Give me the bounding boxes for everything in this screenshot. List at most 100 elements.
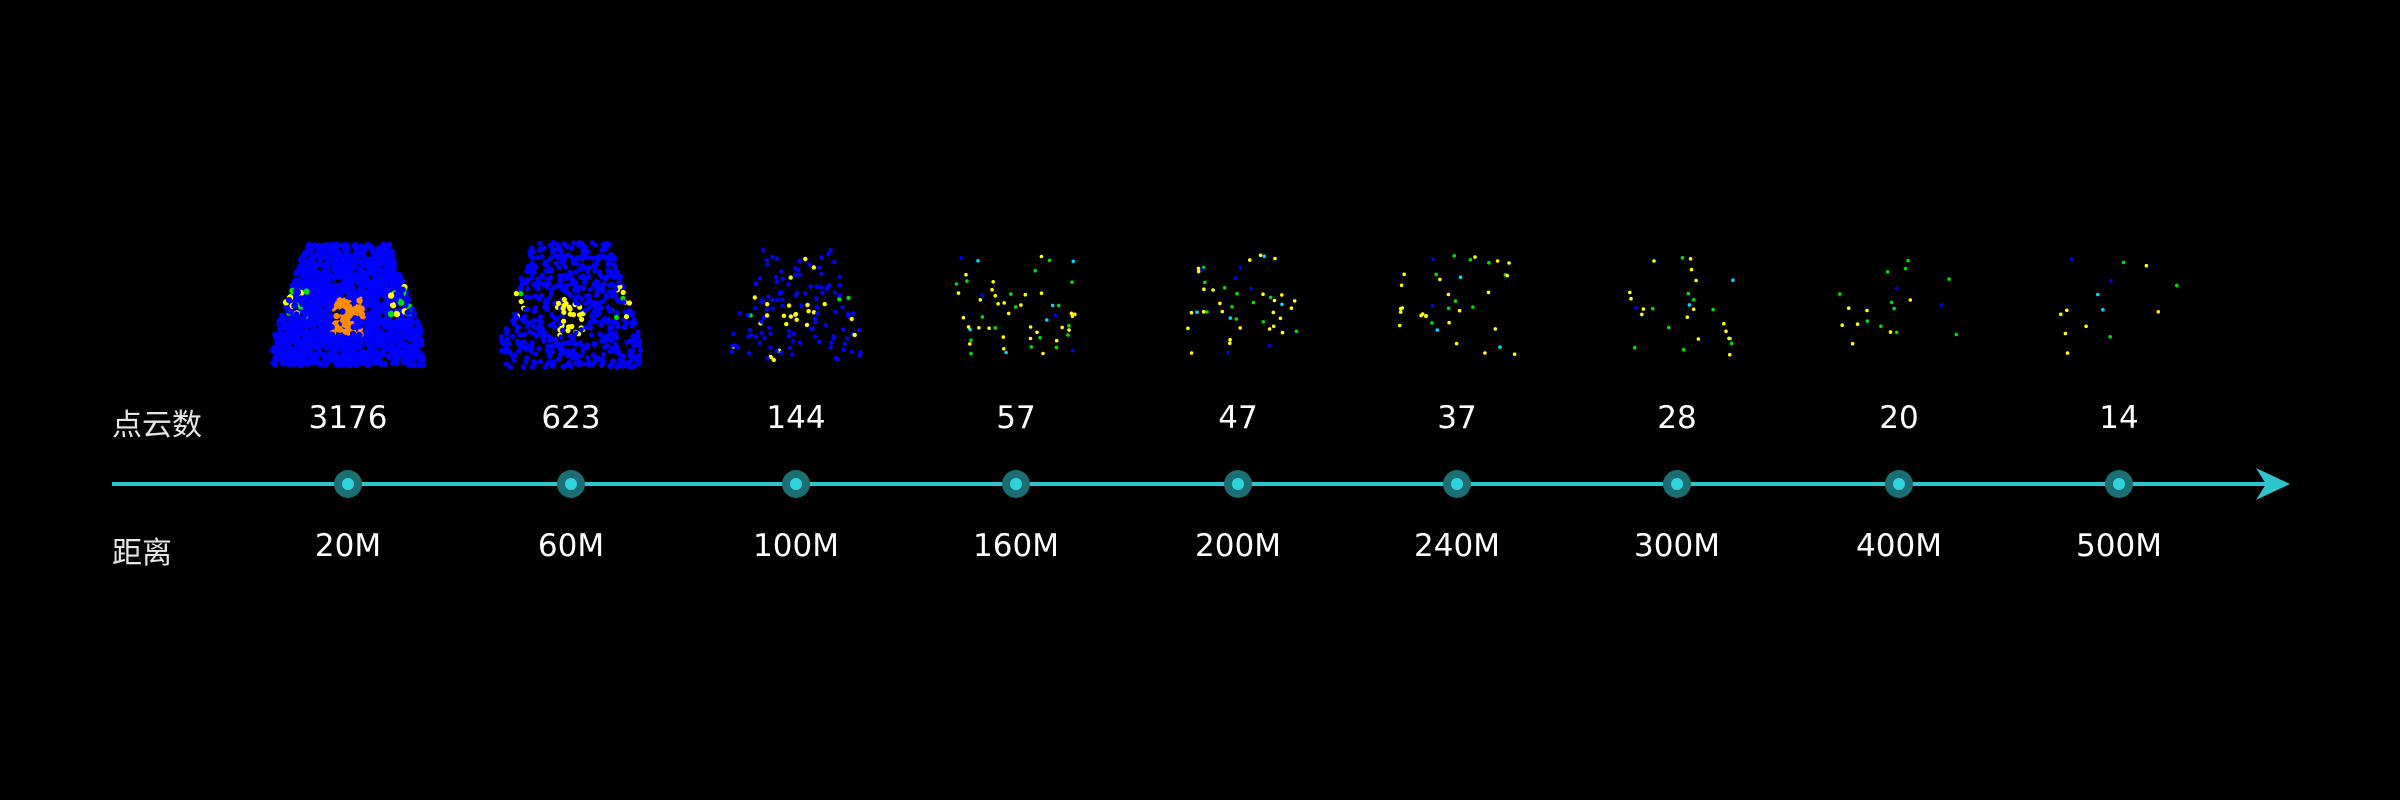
point	[551, 320, 557, 326]
point	[555, 300, 561, 306]
timeline-node-dot	[790, 478, 802, 490]
point	[1452, 254, 1456, 258]
point	[562, 253, 568, 259]
point	[590, 352, 596, 358]
point	[558, 247, 564, 253]
point	[535, 286, 541, 292]
point	[323, 311, 330, 319]
point	[331, 255, 339, 262]
point	[611, 318, 617, 324]
point	[291, 356, 298, 363]
point	[815, 284, 820, 289]
point	[395, 278, 402, 285]
point	[595, 300, 601, 306]
point	[306, 241, 313, 249]
point	[306, 309, 313, 316]
point	[1280, 293, 1284, 297]
point	[977, 326, 981, 330]
point	[2084, 324, 2088, 329]
point	[309, 357, 317, 364]
point	[571, 240, 577, 246]
point	[507, 364, 514, 370]
point	[306, 256, 313, 263]
point	[549, 343, 555, 349]
point	[2144, 263, 2149, 268]
point	[390, 284, 397, 291]
point	[606, 318, 612, 324]
point	[1268, 295, 1273, 300]
point	[968, 342, 972, 346]
point	[1028, 336, 1033, 341]
point	[366, 346, 374, 353]
point	[616, 351, 622, 357]
point	[318, 308, 325, 315]
point	[2121, 260, 2126, 265]
point	[621, 299, 627, 305]
point	[764, 306, 770, 312]
point	[1711, 307, 1715, 312]
point	[819, 285, 824, 290]
point	[623, 314, 630, 320]
point	[1454, 341, 1459, 346]
point	[846, 295, 851, 301]
point	[814, 296, 819, 301]
point	[799, 303, 804, 308]
point	[270, 359, 277, 367]
point	[570, 335, 576, 342]
point	[786, 334, 791, 339]
point	[1203, 280, 1207, 285]
point	[356, 287, 363, 294]
point	[615, 362, 621, 368]
point	[600, 298, 606, 304]
point	[1885, 270, 1890, 274]
timeline-node-icon	[334, 470, 362, 498]
point	[309, 270, 316, 277]
point	[532, 317, 538, 323]
point	[781, 313, 787, 318]
point	[745, 312, 750, 318]
point	[978, 298, 983, 302]
point	[828, 340, 834, 345]
point	[558, 334, 564, 340]
point	[828, 248, 833, 253]
point	[593, 319, 599, 325]
point	[321, 337, 329, 344]
point	[959, 255, 964, 260]
point	[384, 318, 391, 325]
point	[753, 282, 759, 287]
point	[581, 243, 588, 249]
point	[563, 285, 569, 292]
point	[407, 317, 414, 324]
point	[549, 311, 555, 318]
point	[370, 307, 378, 314]
point-count-row-label: 点云数	[112, 408, 202, 443]
point	[954, 282, 959, 286]
point-count-value: 20	[1879, 400, 1919, 436]
point	[1235, 291, 1239, 296]
point	[567, 311, 573, 317]
point	[1066, 333, 1070, 337]
point	[589, 332, 595, 338]
point-count-value: 144	[766, 400, 826, 436]
point	[310, 292, 317, 299]
point	[774, 279, 780, 285]
distance-value: 500M	[2076, 528, 2162, 564]
point	[503, 361, 510, 367]
point	[1865, 308, 1869, 313]
point	[569, 276, 576, 282]
point	[813, 320, 818, 325]
point	[584, 355, 590, 361]
point	[966, 325, 971, 329]
point	[620, 289, 626, 295]
right-arrow-icon	[2256, 468, 2290, 500]
point	[596, 253, 602, 259]
point	[557, 273, 563, 279]
point	[613, 286, 619, 292]
point	[614, 310, 620, 316]
point	[356, 280, 363, 287]
point	[503, 342, 510, 348]
point	[1667, 325, 1671, 330]
point	[377, 328, 384, 335]
point	[596, 310, 602, 316]
point	[632, 320, 638, 326]
